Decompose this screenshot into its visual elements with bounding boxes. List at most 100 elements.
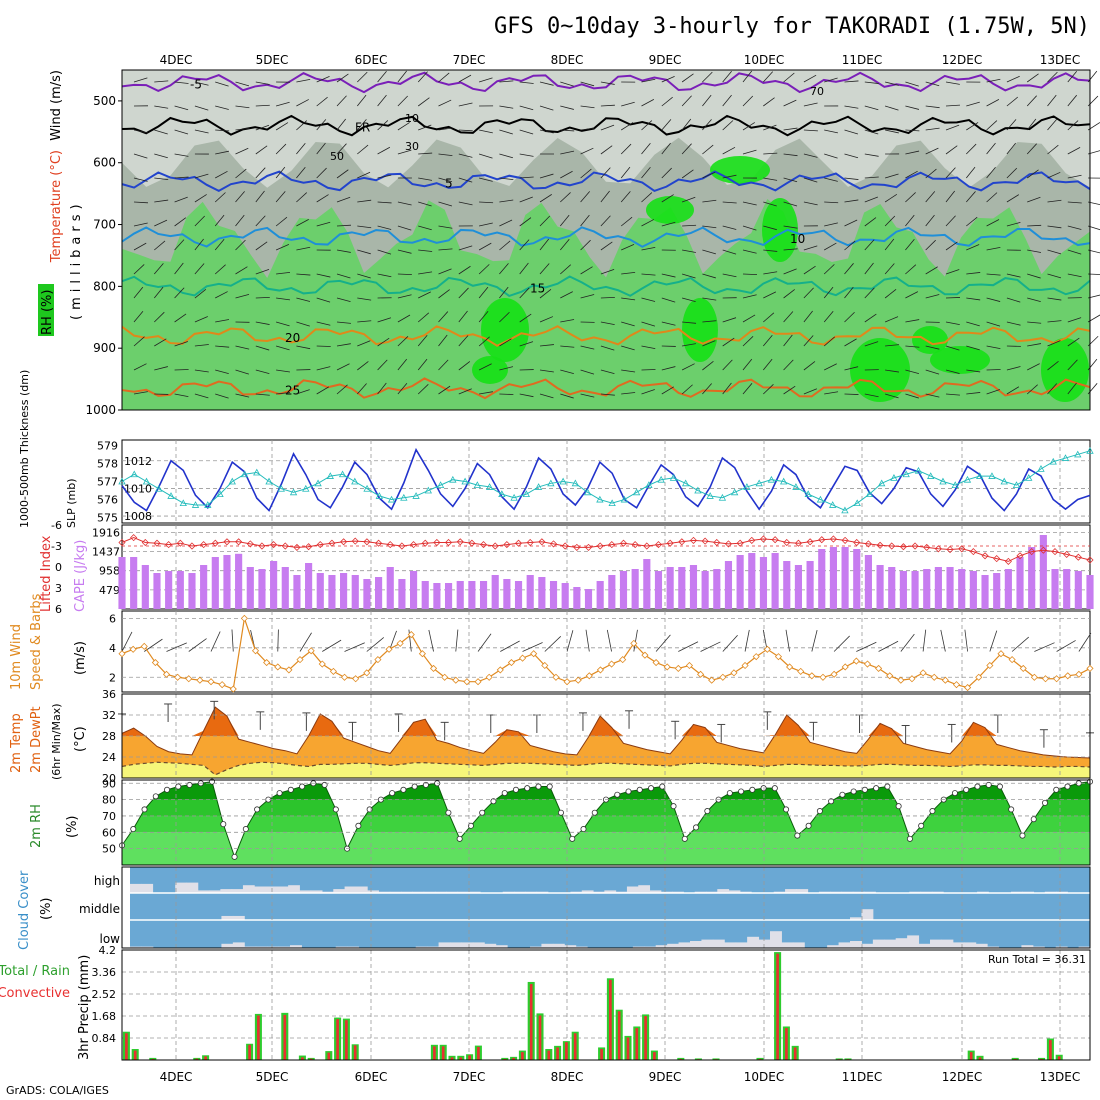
- wind-barb: [884, 393, 899, 399]
- upper-unit-label: (millibars): [69, 199, 84, 320]
- wind-barb: [641, 345, 656, 350]
- wind10-marker: [852, 657, 860, 665]
- precip-unit: 3hr Precip (mm): [77, 955, 92, 1060]
- thickness-marker: [461, 477, 469, 485]
- lifted-index-marker: [444, 538, 453, 547]
- rh2m-marker: [693, 824, 700, 831]
- cloud-bar: [785, 889, 797, 893]
- wind-barb: [580, 105, 595, 109]
- thickness-tick: 579: [97, 439, 118, 452]
- cloud-bar: [850, 917, 862, 920]
- wind-barb: [986, 369, 1001, 371]
- wind10-marker: [952, 681, 961, 689]
- wind10-barb: [522, 642, 543, 652]
- wind10-tick: 2: [109, 671, 116, 684]
- cloud-bar: [221, 943, 234, 948]
- rh2m-marker: [141, 806, 148, 813]
- wind-barb: [1026, 118, 1037, 131]
- precip-convective-bar: [512, 1057, 515, 1060]
- wind-barb: [966, 297, 981, 301]
- precip-labels: Total / Rain Convective 3hr Precip (mm) …: [0, 953, 1086, 1060]
- wind-barb: [966, 272, 981, 275]
- rh2m-marker: [175, 783, 182, 790]
- wind-barb: [965, 166, 976, 179]
- wind-barb: [336, 143, 347, 155]
- wind10-marker: [830, 670, 838, 678]
- cape-bar: [409, 571, 418, 609]
- wind-barb: [864, 81, 879, 84]
- lifted-index-marker: [1028, 548, 1036, 556]
- rh2m-tick: 70: [102, 810, 116, 823]
- cloud-level-label: low: [100, 932, 121, 946]
- wind-barb: [681, 143, 692, 155]
- rh2m-tick: 50: [102, 843, 116, 856]
- wind-barb: [1067, 249, 1082, 255]
- cloud-bar: [895, 938, 908, 948]
- lifted-index-marker: [794, 539, 802, 547]
- cape-bar: [398, 579, 406, 609]
- wind-barb: [661, 167, 672, 179]
- wind-barb: [560, 291, 573, 299]
- wind-barb: [438, 385, 451, 395]
- wind10-barb: [900, 633, 915, 652]
- wind-barb: [357, 320, 372, 323]
- wind-barb: [621, 369, 636, 373]
- rh2m-marker: [501, 790, 508, 797]
- wind-barb: [1027, 343, 1042, 347]
- cape-bar: [258, 569, 266, 609]
- wind-barb: [844, 105, 859, 109]
- rh2m-marker: [771, 785, 778, 792]
- wind-barb: [519, 176, 534, 179]
- cape-frame: [121, 524, 1091, 610]
- lifted-index-marker: [526, 538, 534, 547]
- thickness-marker: [939, 477, 947, 485]
- wind-barb: [641, 120, 653, 131]
- wind-barb: [661, 119, 672, 131]
- wind-barb: [580, 214, 590, 227]
- cape-bar: [888, 567, 896, 609]
- wind-barb: [154, 129, 168, 135]
- cape-bar: [748, 553, 756, 609]
- thickness-marker: [890, 474, 898, 481]
- wind-barb: [1026, 95, 1037, 107]
- wind-barb: [722, 337, 735, 347]
- wind-barb: [1047, 144, 1059, 155]
- rh2m-marker: [456, 835, 463, 842]
- wind-barb: [458, 201, 473, 206]
- wind-barb: [681, 363, 695, 371]
- wind-barb: [1067, 201, 1082, 204]
- upper-rh-label: RH (%): [40, 290, 55, 335]
- wind-barb: [600, 297, 615, 299]
- wind-barb: [174, 105, 189, 111]
- wind-barb: [580, 191, 591, 203]
- wind-barb: [357, 71, 368, 83]
- lifted-index-marker: [538, 538, 546, 546]
- temp-tick: 24: [102, 751, 116, 764]
- thickness-marker: [240, 470, 249, 478]
- wind10-barb: [655, 634, 671, 652]
- wind-barb: [458, 310, 468, 323]
- wind-barb: [377, 201, 392, 204]
- lifted-index-marker: [1063, 550, 1071, 558]
- cloud-bar: [484, 943, 497, 948]
- wind-barb: [194, 316, 208, 323]
- cape-bar: [829, 547, 837, 609]
- thickness-marker: [645, 481, 653, 489]
- cape-bar: [608, 575, 616, 609]
- bottom-date-label: 8DEC: [551, 1070, 584, 1084]
- thickness-marker: [718, 493, 727, 501]
- cloud-bar: [232, 915, 245, 920]
- wind10-marker: [975, 673, 983, 681]
- wind-barb: [945, 124, 960, 131]
- wind-barb: [215, 170, 228, 179]
- wind-barb: [1026, 169, 1039, 179]
- lifted-index-marker: [876, 541, 884, 549]
- wind-barb: [905, 369, 920, 375]
- wind-barb: [621, 101, 635, 107]
- rh-swatch: [38, 284, 54, 336]
- lifted-index-marker: [281, 542, 289, 550]
- lifted-index-marker: [666, 539, 674, 547]
- wind-barb: [1006, 96, 1018, 107]
- wind-barb: [824, 153, 838, 159]
- thickness-marker: [1012, 481, 1021, 489]
